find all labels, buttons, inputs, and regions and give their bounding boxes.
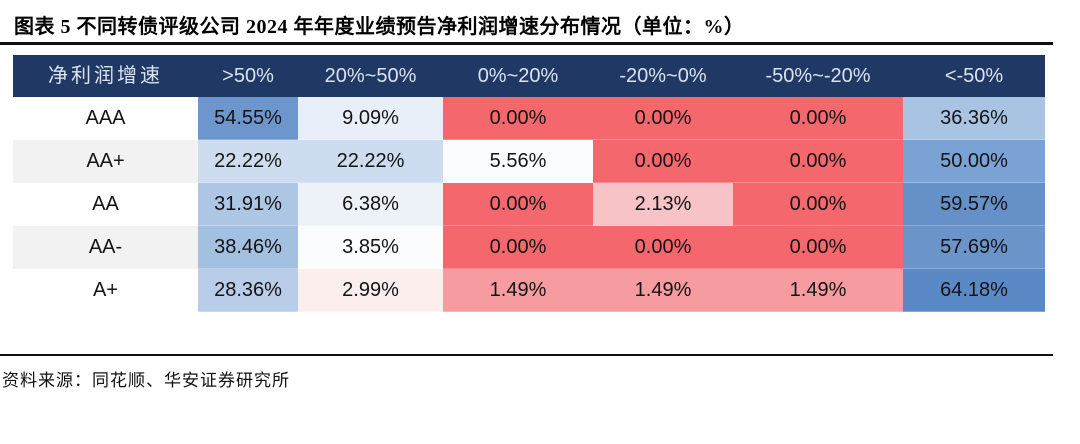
table-row: AAA 54.55% 9.09% 0.00% 0.00% 0.00% 36.36%	[13, 97, 1045, 140]
heatmap-value-cell: 1.49%	[443, 269, 593, 312]
heatmap-value-cell: 0.00%	[443, 226, 593, 269]
heatmap-value-cell: 64.18%	[903, 269, 1045, 312]
figure-title: 图表 5 不同转债评级公司 2024 年年度业绩预告净利润增速分布情况（单位：%…	[14, 16, 745, 38]
heatmap-value-cell: 2.13%	[593, 183, 733, 226]
heatmap-value-cell: 0.00%	[443, 97, 593, 140]
heatmap-value-cell: 50.00%	[903, 140, 1045, 183]
column-header-bucket: 0%~20%	[477, 65, 559, 87]
column-header-bucket: >50%	[222, 65, 274, 87]
table-header-row: 净利润增速 >50% 20%~50% 0%~20% -20%~0% -50%~-20% <-…	[13, 55, 1045, 97]
heatmap-value-cell: 0.00%	[733, 97, 903, 140]
table-row: AA+ 22.22% 22.22% 5.56% 0.00% 0.00% 50.00%	[13, 140, 1045, 183]
heatmap-value-cell: 1.49%	[593, 269, 733, 312]
rating-label: AA+	[13, 140, 198, 183]
column-header-metric: 净利润增速	[48, 65, 163, 87]
heatmap-value-cell: 0.00%	[593, 97, 733, 140]
table-row: A+ 28.36% 2.99% 1.49% 1.49% 1.49% 64.18%	[13, 269, 1045, 312]
footer-divider	[0, 354, 1053, 356]
column-header-bucket: <-50%	[944, 65, 1004, 87]
title-divider	[0, 42, 1053, 45]
heatmap-value-cell: 0.00%	[733, 226, 903, 269]
profit-growth-heatmap-table: 净利润增速 >50% 20%~50% 0%~20% -20%~0% -50%~-20% <-…	[13, 55, 1045, 312]
heatmap-value-cell: 5.56%	[443, 140, 593, 183]
heatmap-value-cell: 6.38%	[298, 183, 443, 226]
heatmap-value-cell: 9.09%	[298, 97, 443, 140]
heatmap-value-cell: 31.91%	[198, 183, 298, 226]
heatmap-value-cell: 57.69%	[903, 226, 1045, 269]
table-body: AAA 54.55% 9.09% 0.00% 0.00% 0.00% 36.36% AA+ 22…	[13, 97, 1045, 312]
heatmap-value-cell: 0.00%	[593, 226, 733, 269]
table-header: 净利润增速 >50% 20%~50% 0%~20% -20%~0% -50%~-20% <-…	[13, 55, 1045, 97]
heatmap-value-cell: 0.00%	[733, 140, 903, 183]
heatmap-value-cell: 22.22%	[298, 140, 443, 183]
rating-label: AA-	[13, 226, 198, 269]
table-row: AA 31.91% 6.38% 0.00% 2.13% 0.00% 59.57%	[13, 183, 1045, 226]
column-header-bucket: -50%~-20%	[765, 65, 871, 87]
heatmap-value-cell: 22.22%	[198, 140, 298, 183]
column-header-bucket: -20%~0%	[619, 65, 707, 87]
heatmap-value-cell: 1.49%	[733, 269, 903, 312]
heatmap-value-cell: 3.85%	[298, 226, 443, 269]
heatmap-value-cell: 38.46%	[198, 226, 298, 269]
heatmap-value-cell: 59.57%	[903, 183, 1045, 226]
heatmap-value-cell: 0.00%	[443, 183, 593, 226]
source-note: 资料来源：同花顺、华安证券研究所	[2, 371, 290, 390]
table-row: AA- 38.46% 3.85% 0.00% 0.00% 0.00% 57.69%	[13, 226, 1045, 269]
heatmap-value-cell: 28.36%	[198, 269, 298, 312]
rating-label: AA	[13, 183, 198, 226]
heatmap-value-cell: 2.99%	[298, 269, 443, 312]
heatmap-value-cell: 54.55%	[198, 97, 298, 140]
heatmap-value-cell: 0.00%	[733, 183, 903, 226]
rating-label: AAA	[13, 97, 198, 140]
heatmap-value-cell: 0.00%	[593, 140, 733, 183]
heatmap-value-cell: 36.36%	[903, 97, 1045, 140]
column-header-bucket: 20%~50%	[324, 65, 417, 87]
rating-label: A+	[13, 269, 198, 312]
